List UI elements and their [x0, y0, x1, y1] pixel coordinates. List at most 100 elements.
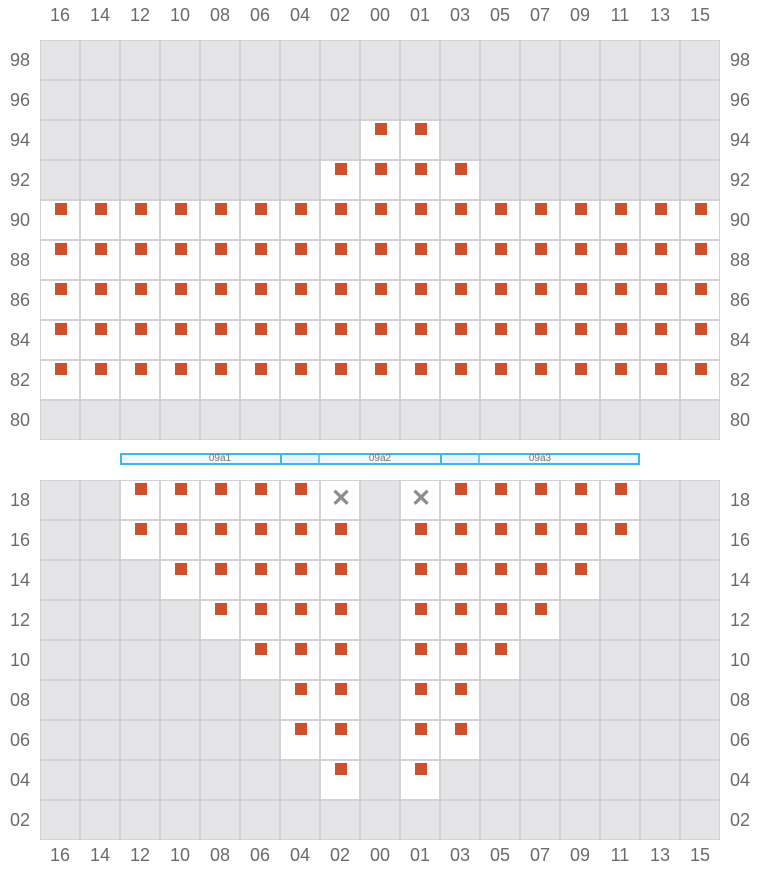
- die-cell[interactable]: [40, 40, 80, 80]
- die-cell[interactable]: [480, 360, 520, 400]
- die-cell[interactable]: [240, 400, 280, 440]
- reticle-09a2[interactable]: 09a2: [280, 453, 480, 465]
- die-cell[interactable]: [680, 680, 720, 720]
- die-cell[interactable]: [280, 560, 320, 600]
- die-cell[interactable]: [200, 600, 240, 640]
- die-cell[interactable]: [160, 520, 200, 560]
- die-cell[interactable]: [120, 360, 160, 400]
- die-cell[interactable]: [400, 120, 440, 160]
- die-cell[interactable]: [440, 560, 480, 600]
- die-cell[interactable]: [200, 680, 240, 720]
- die-cell[interactable]: [200, 720, 240, 760]
- die-cell[interactable]: [200, 200, 240, 240]
- die-cell[interactable]: [520, 480, 560, 520]
- die-cell[interactable]: [680, 400, 720, 440]
- die-cell[interactable]: [520, 80, 560, 120]
- die-cell[interactable]: [280, 160, 320, 200]
- die-cell[interactable]: [320, 680, 360, 720]
- die-cell[interactable]: [280, 640, 320, 680]
- die-cell[interactable]: [480, 80, 520, 120]
- die-cell[interactable]: [520, 520, 560, 560]
- die-cell[interactable]: [680, 280, 720, 320]
- die-cell[interactable]: [400, 360, 440, 400]
- die-cell[interactable]: [320, 360, 360, 400]
- die-cell[interactable]: [360, 720, 400, 760]
- die-cell[interactable]: [440, 760, 480, 800]
- die-cell[interactable]: [80, 480, 120, 520]
- die-cell[interactable]: [160, 80, 200, 120]
- die-cell[interactable]: [80, 400, 120, 440]
- die-cell[interactable]: [80, 240, 120, 280]
- die-cell[interactable]: [320, 200, 360, 240]
- die-cell[interactable]: [600, 520, 640, 560]
- die-cell[interactable]: [200, 40, 240, 80]
- die-cell[interactable]: [80, 280, 120, 320]
- die-cell[interactable]: [200, 760, 240, 800]
- die-cell[interactable]: [160, 280, 200, 320]
- die-cell[interactable]: [480, 680, 520, 720]
- die-cell[interactable]: ✕: [320, 480, 360, 520]
- die-cell[interactable]: [480, 520, 520, 560]
- die-cell[interactable]: [160, 480, 200, 520]
- die-cell[interactable]: [320, 600, 360, 640]
- die-cell[interactable]: [600, 720, 640, 760]
- die-cell[interactable]: [360, 800, 400, 840]
- die-cell[interactable]: [320, 800, 360, 840]
- die-cell[interactable]: [480, 480, 520, 520]
- die-cell[interactable]: [120, 280, 160, 320]
- die-cell[interactable]: [440, 600, 480, 640]
- die-cell[interactable]: [280, 760, 320, 800]
- die-cell[interactable]: [80, 800, 120, 840]
- die-cell[interactable]: [600, 200, 640, 240]
- die-cell[interactable]: [280, 120, 320, 160]
- die-cell[interactable]: [400, 520, 440, 560]
- die-cell[interactable]: [320, 280, 360, 320]
- die-cell[interactable]: [560, 520, 600, 560]
- die-cell[interactable]: [360, 200, 400, 240]
- die-cell[interactable]: [320, 40, 360, 80]
- die-cell[interactable]: [200, 80, 240, 120]
- die-cell[interactable]: [240, 760, 280, 800]
- die-cell[interactable]: [120, 160, 160, 200]
- die-cell[interactable]: [520, 160, 560, 200]
- die-cell[interactable]: [480, 400, 520, 440]
- die-cell[interactable]: [320, 80, 360, 120]
- die-cell[interactable]: [120, 320, 160, 360]
- die-cell[interactable]: [120, 760, 160, 800]
- die-cell[interactable]: [520, 560, 560, 600]
- die-cell[interactable]: [40, 760, 80, 800]
- die-cell[interactable]: [40, 640, 80, 680]
- die-cell[interactable]: [400, 680, 440, 720]
- die-cell[interactable]: [640, 320, 680, 360]
- die-cell[interactable]: [520, 360, 560, 400]
- die-cell[interactable]: [400, 320, 440, 360]
- die-cell[interactable]: [480, 760, 520, 800]
- die-cell[interactable]: [40, 160, 80, 200]
- die-cell[interactable]: [200, 160, 240, 200]
- die-cell[interactable]: [80, 760, 120, 800]
- die-cell[interactable]: [480, 40, 520, 80]
- die-cell[interactable]: [520, 240, 560, 280]
- die-cell[interactable]: [560, 720, 600, 760]
- die-cell[interactable]: [680, 120, 720, 160]
- die-cell[interactable]: [40, 400, 80, 440]
- die-cell[interactable]: [480, 600, 520, 640]
- die-cell[interactable]: [40, 520, 80, 560]
- die-cell[interactable]: [320, 160, 360, 200]
- die-cell[interactable]: [600, 680, 640, 720]
- die-cell[interactable]: [80, 720, 120, 760]
- die-cell[interactable]: [640, 280, 680, 320]
- die-cell[interactable]: [560, 360, 600, 400]
- die-cell[interactable]: [640, 160, 680, 200]
- die-cell[interactable]: [520, 800, 560, 840]
- die-cell[interactable]: [280, 800, 320, 840]
- die-cell[interactable]: [400, 560, 440, 600]
- die-cell[interactable]: [360, 80, 400, 120]
- die-cell[interactable]: [200, 320, 240, 360]
- die-cell[interactable]: [440, 80, 480, 120]
- die-cell[interactable]: [80, 200, 120, 240]
- die-cell[interactable]: [320, 640, 360, 680]
- die-cell[interactable]: [520, 760, 560, 800]
- die-cell[interactable]: [680, 720, 720, 760]
- die-cell[interactable]: [40, 600, 80, 640]
